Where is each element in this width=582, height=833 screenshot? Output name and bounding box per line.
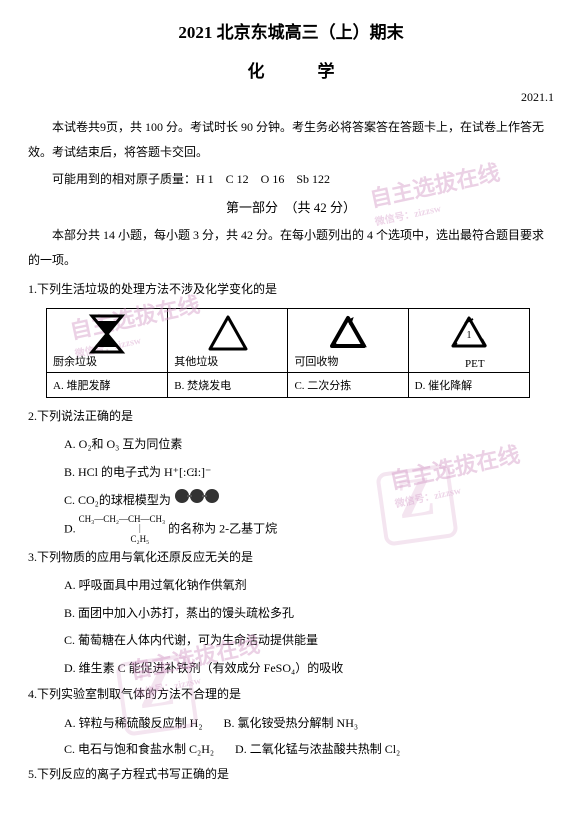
q1-icon-a: 厨余垃圾 — [47, 309, 168, 373]
q4-stem: 4.下列实验室制取气体的方法不合理的是 — [28, 682, 554, 707]
q3-opt-d: D. 维生素 C 能促进补铁剂（有效成分 FeSO₄）的吸收 — [28, 655, 554, 683]
q3-stem: 3.下列物质的应用与氧化还原反应无关的是 — [28, 545, 554, 570]
q3-opt-a: A. 呼吸面具中用过氧化钠作供氧剂 — [28, 572, 554, 600]
q1-opt-b: B. 焚烧发电 — [168, 373, 288, 398]
q1-opt-d: D. 催化降解 — [408, 373, 529, 398]
intro-p2: 可能用到的相对原子质量：H 1 C 12 O 16 Sb 122 — [28, 167, 554, 192]
q2-stem: 2.下列说法正确的是 — [28, 404, 554, 429]
q1-opt-a: A. 堆肥发酵 — [47, 373, 168, 398]
co2-model-icon — [174, 487, 220, 516]
q4-row1: A. 锌粒与稀硫酸反应制 H₂ B. 氯化铵受热分解制 NH₃ — [28, 710, 554, 736]
intro-p1: 本试卷共9页，共 100 分。考试时长 90 分钟。考生务必将答案答在答题卡上，… — [28, 115, 554, 165]
structure-formula: CH₃—CH₂—CH—CH₃ ｜ C₂H₅ — [79, 515, 165, 545]
q2-opt-d: D. CH₃—CH₂—CH—CH₃ ｜ C₂H₅ 的名称为 2-乙基丁烷 — [28, 515, 554, 545]
q1-stem: 1.下列生活垃圾的处理方法不涉及化学变化的是 — [28, 277, 554, 302]
q4-opt-d: D. 二氧化锰与浓盐酸共热制 Cl₂ — [235, 736, 400, 762]
q1-icon-b: 其他垃圾 — [168, 309, 288, 373]
q1-table: 厨余垃圾 其他垃圾 可回收物 1 PET A. 堆肥发酵 B. 焚烧发电 C. … — [46, 308, 530, 398]
svg-text:1: 1 — [466, 330, 471, 341]
q2-opt-c: C. CO₂的球棍模型为 — [28, 487, 554, 516]
q3-opt-c: C. 葡萄糖在人体内代谢，可为生命活动提供能量 — [28, 627, 554, 655]
intro-p3: 本部分共 14 小题，每小题 3 分，共 42 分。在每小题列出的 4 个选项中… — [28, 223, 554, 273]
q4-opt-c: C. 电石与饱和食盐水制 C₂H₂ — [64, 736, 214, 762]
page-subtitle: 化 学 — [28, 57, 554, 82]
q4-row2: C. 电石与饱和食盐水制 C₂H₂ D. 二氧化锰与浓盐酸共热制 Cl₂ — [28, 736, 554, 762]
q1-icon-c: 可回收物 — [288, 309, 408, 373]
q4-opt-b: B. 氯化铵受热分解制 NH₃ — [224, 710, 359, 736]
q1-icon-d: 1 PET — [408, 309, 529, 373]
q2-opt-a: A. O₂和 O₃ 互为同位素 — [28, 431, 554, 459]
q2-opt-b: B. HCl 的电子式为 H⁺[:Cl:....]⁻ — [28, 459, 554, 487]
page-title: 2021 北京东城高三（上）期末 — [28, 18, 554, 43]
q5-stem: 5.下列反应的离子方程式书写正确的是 — [28, 762, 554, 787]
q1-opt-c: C. 二次分拣 — [288, 373, 408, 398]
section-title: 第一部分 （共 42 分） — [28, 195, 554, 221]
q4-opt-a: A. 锌粒与稀硫酸反应制 H₂ — [64, 710, 203, 736]
q3-opt-b: B. 面团中加入小苏打，蒸出的馒头疏松多孔 — [28, 600, 554, 628]
exam-date: 2021.1 — [28, 90, 554, 105]
